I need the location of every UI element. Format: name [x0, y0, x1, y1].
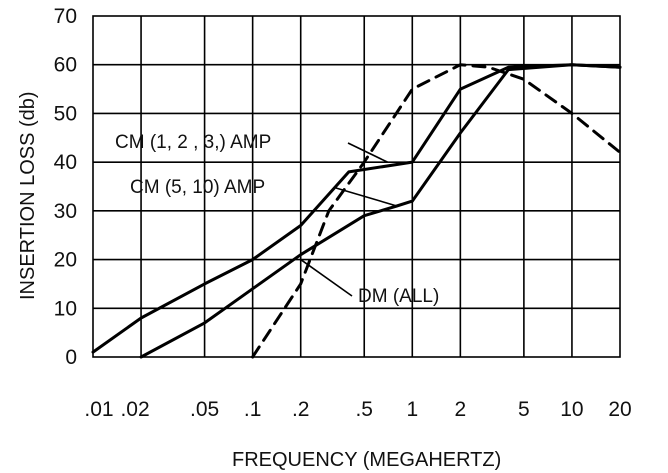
annotation-label-3: DM (ALL): [358, 286, 439, 307]
y-tick-label: 0: [65, 346, 77, 369]
x-tick-label: .5: [355, 398, 373, 421]
x-tick-label: .1: [244, 398, 262, 421]
x-axis-title: FREQUENCY (MEGAHERTZ): [232, 449, 501, 471]
annotation-label-1: CM (1, 2 , 3,) AMP: [115, 132, 271, 153]
chart-grid: [92, 15, 621, 358]
x-tick-label: 5: [518, 398, 530, 421]
x-tick-label: 1: [406, 398, 418, 421]
y-tick-label: 30: [54, 200, 77, 223]
annotation-label-2: CM (5, 10) AMP: [130, 177, 265, 198]
y-tick-label: 10: [54, 297, 77, 320]
chart-ticks: .01 .02 .05 .1 .2 .5 1 2 5 10 20 0 10 20 30 40 50 60 70: [54, 5, 632, 421]
x-tick-label: .02: [120, 398, 149, 421]
x-tick-label: .2: [292, 398, 310, 421]
x-tick-label: .01: [84, 398, 113, 421]
y-tick-label: 60: [54, 54, 77, 77]
annotation-leader-2: [335, 187, 398, 207]
y-tick-label: 20: [54, 249, 77, 272]
x-tick-label: .05: [190, 398, 219, 421]
y-tick-label: 40: [54, 151, 77, 174]
annotation-leader-1: [347, 142, 388, 163]
x-tick-label: 20: [608, 398, 631, 421]
plot-frame: [92, 15, 621, 358]
chart-annotations: CM (1, 2 , 3,) AMP CM (5, 10) AMP DM (ALL): [115, 132, 439, 307]
series-line-3: [251, 63, 622, 359]
x-tick-label: 10: [560, 398, 583, 421]
y-axis-title: INSERTION LOSS (db): [17, 91, 39, 300]
y-tick-label: 70: [54, 5, 77, 28]
x-tick-label: 2: [455, 398, 467, 421]
y-tick-label: 50: [54, 102, 77, 125]
series-line-1: [91, 63, 622, 354]
annotation-leader-3: [300, 258, 353, 297]
